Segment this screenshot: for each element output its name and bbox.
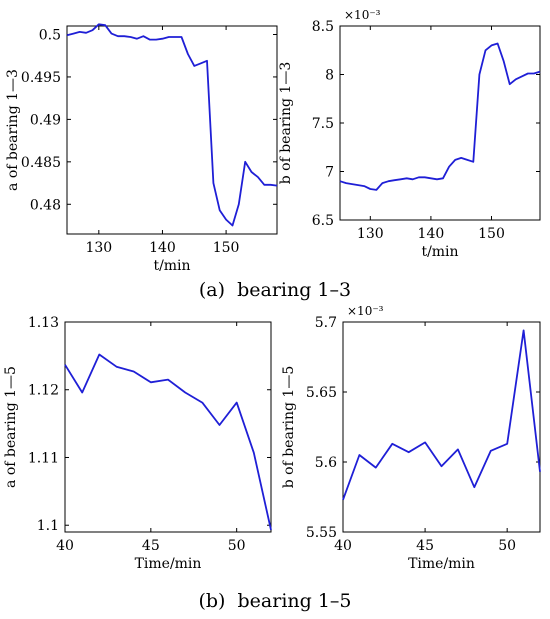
y-tick-label: 5.7 [315, 315, 337, 331]
caption-b-letter: (b) [198, 590, 225, 612]
y-axis-label: a of bearing 1—3 [5, 69, 21, 191]
series-line [66, 23, 278, 227]
x-axis-label: t/min [421, 244, 458, 260]
caption-a: (a) bearing 1–3 [199, 279, 351, 301]
y-axis-label: b of bearing 1—3 [278, 62, 294, 184]
y-axis-label: b of bearing 1—5 [281, 366, 297, 488]
x-tick-label: 40 [334, 538, 352, 554]
y-tick-label: 8.5 [312, 19, 334, 35]
chart-panel-4: 40 45 50 5.55 5.6 5.65 5.7 Time/min b of bearing… [281, 304, 541, 572]
x-axis-label: Time/min [135, 556, 202, 572]
y-tick-label: 5.55 [306, 525, 337, 541]
y-tick-label: 0.495 [21, 70, 61, 86]
plot-area-frame [339, 25, 541, 221]
chart-panel-2: 130 140 150 6.5 7 7.5 8 8.5 t/min b of bearing 1—… [278, 8, 541, 260]
x-tick-label: 150 [478, 226, 505, 242]
y-tick-label: 5.6 [315, 455, 337, 471]
y-tick-label: 1.11 [28, 450, 59, 466]
y-tick-label: 1.12 [28, 383, 59, 399]
chart-panels: 130 140 150 0.48 0.485 0.49 0.495 0.5 t/min a of … [3, 8, 541, 572]
x-tick-label: 130 [85, 240, 112, 256]
y-tick-label: 8 [325, 68, 334, 84]
y-tick-label: 0.485 [21, 155, 61, 171]
x-tick-label: 50 [498, 538, 516, 554]
caption-b-text: bearing 1–5 [238, 590, 352, 612]
plot-area-frame [64, 321, 272, 533]
x-tick-label: 45 [416, 538, 434, 554]
y-tick-label: 0.5 [39, 27, 61, 43]
y-exponent-label: ×10⁻³ [347, 304, 384, 318]
series-line [64, 353, 272, 531]
x-axis-label: t/min [153, 258, 190, 274]
y-axis-label: a of bearing 1—5 [3, 366, 19, 488]
x-tick-label: 140 [149, 240, 176, 256]
y-exponent-label: ×10⁻³ [344, 8, 381, 22]
x-tick-label: 40 [56, 538, 74, 554]
x-tick-label: 130 [357, 226, 384, 242]
y-tick-label: 1.13 [28, 315, 59, 331]
x-tick-label: 140 [418, 226, 445, 242]
chart-panel-3: 40 45 50 1.1 1.11 1.12 1.13 Time/min a of bearin… [3, 315, 272, 572]
series-line [339, 42, 541, 191]
x-tick-label: 150 [213, 240, 240, 256]
caption-a-text: bearing 1–3 [237, 279, 351, 301]
x-tick-label: 50 [228, 538, 246, 554]
series-line [342, 329, 541, 501]
y-tick-label: 0.49 [30, 112, 61, 128]
x-tick-label: 45 [142, 538, 160, 554]
y-tick-label: 6.5 [312, 213, 334, 229]
y-tick-label: 7 [325, 165, 334, 181]
caption-b: (b) bearing 1–5 [198, 590, 351, 612]
plot-area-frame [342, 321, 541, 533]
y-tick-label: 7.5 [312, 116, 334, 132]
y-tick-label: 5.65 [306, 385, 337, 401]
y-tick-label: 1.1 [37, 518, 59, 534]
y-tick-label: 0.48 [30, 197, 61, 213]
x-axis-label: Time/min [408, 556, 475, 572]
plot-area-frame [66, 25, 278, 235]
caption-a-letter: (a) [199, 279, 225, 301]
chart-panel-1: 130 140 150 0.48 0.485 0.49 0.495 0.5 t/min a of … [5, 23, 278, 274]
